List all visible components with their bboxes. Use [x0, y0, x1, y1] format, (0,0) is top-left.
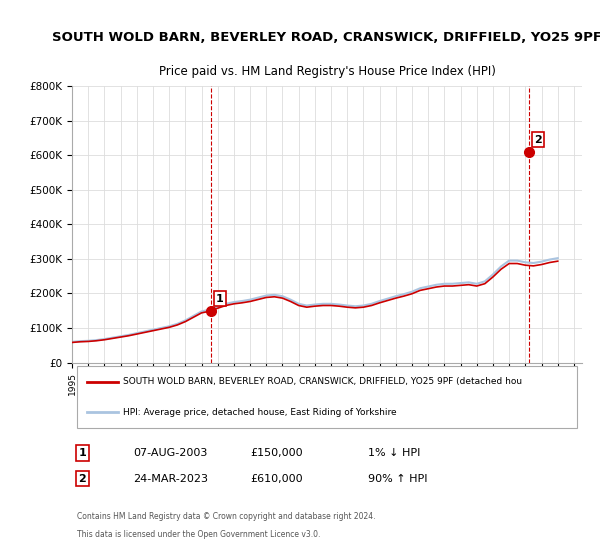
Text: 1% ↓ HPI: 1% ↓ HPI: [368, 448, 420, 458]
Text: 1: 1: [79, 448, 86, 458]
Text: 24-MAR-2023: 24-MAR-2023: [133, 474, 208, 484]
Text: Contains HM Land Registry data © Crown copyright and database right 2024.: Contains HM Land Registry data © Crown c…: [77, 511, 376, 521]
Text: 1: 1: [216, 293, 224, 304]
Text: 2: 2: [534, 134, 542, 144]
Text: This data is licensed under the Open Government Licence v3.0.: This data is licensed under the Open Gov…: [77, 530, 320, 539]
Text: 2: 2: [79, 474, 86, 484]
Text: SOUTH WOLD BARN, BEVERLEY ROAD, CRANSWICK, DRIFFIELD, YO25 9PF (detached hou: SOUTH WOLD BARN, BEVERLEY ROAD, CRANSWIC…: [123, 377, 522, 386]
Text: £610,000: £610,000: [251, 474, 303, 484]
Text: 07-AUG-2003: 07-AUG-2003: [133, 448, 208, 458]
Text: Price paid vs. HM Land Registry's House Price Index (HPI): Price paid vs. HM Land Registry's House …: [158, 65, 496, 78]
Text: £150,000: £150,000: [251, 448, 303, 458]
Text: 90% ↑ HPI: 90% ↑ HPI: [368, 474, 427, 484]
FancyBboxPatch shape: [77, 366, 577, 428]
Text: SOUTH WOLD BARN, BEVERLEY ROAD, CRANSWICK, DRIFFIELD, YO25 9PF: SOUTH WOLD BARN, BEVERLEY ROAD, CRANSWIC…: [52, 31, 600, 44]
Text: HPI: Average price, detached house, East Riding of Yorkshire: HPI: Average price, detached house, East…: [123, 408, 397, 417]
